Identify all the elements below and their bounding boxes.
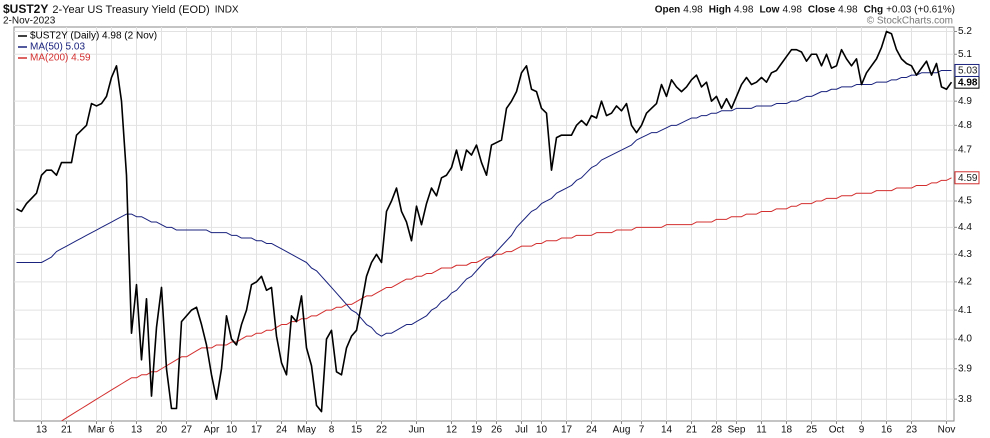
x-tick-label: 17 bbox=[561, 425, 573, 436]
x-tick-label: 14 bbox=[661, 425, 673, 436]
x-tick-label: 8 bbox=[329, 425, 335, 436]
y-tick-label: 4.9 bbox=[958, 96, 972, 107]
quote-label: Open bbox=[655, 5, 681, 16]
x-tick-label: 28 bbox=[711, 425, 723, 436]
quote-value: +0.03 (+0.61%) bbox=[886, 5, 955, 16]
legend-label: MA(50) 5.03 bbox=[30, 42, 85, 53]
series-line bbox=[16, 30, 953, 413]
x-tick-label: 18 bbox=[781, 425, 793, 436]
y-tick-label: 3.9 bbox=[958, 363, 972, 374]
plot-area bbox=[13, 26, 955, 422]
x-tick-label: 12 bbox=[446, 425, 458, 436]
x-tick-label: 20 bbox=[156, 425, 168, 436]
x-tick-label: 26 bbox=[491, 425, 503, 436]
legend-label: $UST2Y (Daily) 4.98 (2 Nov) bbox=[30, 31, 157, 42]
quote-value: 4.98 bbox=[683, 5, 703, 16]
x-tick-label: 10 bbox=[536, 425, 548, 436]
legend-label: MA(200) 4.59 bbox=[30, 53, 91, 64]
last-value-box bbox=[954, 171, 980, 185]
y-tick-label: 5.1 bbox=[958, 49, 972, 60]
x-tick-label: 23 bbox=[906, 425, 918, 436]
y-tick-label: 4.5 bbox=[958, 196, 972, 207]
x-tick-label: Jun bbox=[408, 425, 424, 436]
last-value-label: 4.98 bbox=[958, 77, 978, 88]
last-value-box bbox=[954, 63, 980, 77]
x-tick-label: 16 bbox=[881, 425, 893, 436]
x-tick-label: 7 bbox=[639, 425, 645, 436]
symbol: $UST2Y bbox=[3, 2, 48, 16]
x-tick-label: Sep bbox=[728, 425, 746, 436]
y-tick-label: 4.8 bbox=[958, 120, 972, 131]
x-tick-label: Apr bbox=[204, 425, 220, 436]
y-tick-label: 4.3 bbox=[958, 249, 972, 260]
y-tick-label: 4.0 bbox=[958, 334, 972, 345]
y-tick-label: 4.1 bbox=[958, 305, 972, 316]
x-tick-label: 27 bbox=[181, 425, 193, 436]
grid bbox=[14, 27, 957, 424]
series-line bbox=[61, 177, 952, 421]
x-tick-label: 24 bbox=[586, 425, 598, 436]
y-tick-label: 3.8 bbox=[958, 394, 972, 405]
y-tick-label: 4.7 bbox=[958, 145, 972, 156]
credit: © StockCharts.com bbox=[867, 16, 953, 27]
quote-label: Close bbox=[808, 5, 836, 16]
x-tick-label: 25 bbox=[806, 425, 818, 436]
x-tick-label: Aug bbox=[613, 425, 631, 436]
x-tick-label: Jul bbox=[515, 425, 528, 436]
y-tick-label: 4.4 bbox=[958, 222, 972, 233]
x-tick-label: 10 bbox=[226, 425, 238, 436]
x-tick-label: 15 bbox=[351, 425, 363, 436]
series-line bbox=[16, 69, 952, 337]
quote-label: Low bbox=[759, 5, 779, 16]
quote-label: Chg bbox=[864, 5, 883, 16]
x-tick-label: 21 bbox=[686, 425, 698, 436]
lines bbox=[16, 30, 953, 421]
last-value-label: 4.59 bbox=[958, 173, 978, 184]
quote-value: 4.98 bbox=[838, 5, 858, 16]
y-tick-label: 5.2 bbox=[958, 26, 972, 37]
quote-label: High bbox=[709, 5, 731, 16]
x-tick-label: 9 bbox=[859, 425, 865, 436]
x-tick-label: 13 bbox=[36, 425, 48, 436]
y-tick-label: 4.2 bbox=[958, 277, 972, 288]
x-tick-label: Nov bbox=[938, 425, 956, 436]
x-tick-label: 24 bbox=[276, 425, 288, 436]
exchange: INDX bbox=[215, 5, 239, 16]
x-tick-label: 13 bbox=[131, 425, 143, 436]
quote-value: 4.98 bbox=[734, 5, 754, 16]
x-tick-label: 21 bbox=[61, 425, 73, 436]
x-tick-label: 6 bbox=[109, 425, 115, 436]
x-tick-label: Oct bbox=[829, 425, 845, 436]
labels: 3.8 3.9 4.0 4.1 4.2 4.3 4.4 4.5 4.7 4.8 4.9 5.1 5.2 1… bbox=[18, 26, 980, 436]
x-tick-label: May bbox=[297, 425, 316, 436]
x-tick-label: 22 bbox=[376, 425, 388, 436]
quote-value: 4.98 bbox=[782, 5, 802, 16]
chart-title: 2-Year US Treasury Yield (EOD) bbox=[52, 4, 209, 16]
x-tick-label: 19 bbox=[471, 425, 483, 436]
x-tick-label: 11 bbox=[756, 425, 767, 436]
last-value-label: 5.03 bbox=[958, 66, 978, 77]
date: 2-Nov-2023 bbox=[3, 16, 56, 27]
x-tick-label: 17 bbox=[251, 425, 263, 436]
x-tick-label: Mar bbox=[88, 425, 106, 436]
